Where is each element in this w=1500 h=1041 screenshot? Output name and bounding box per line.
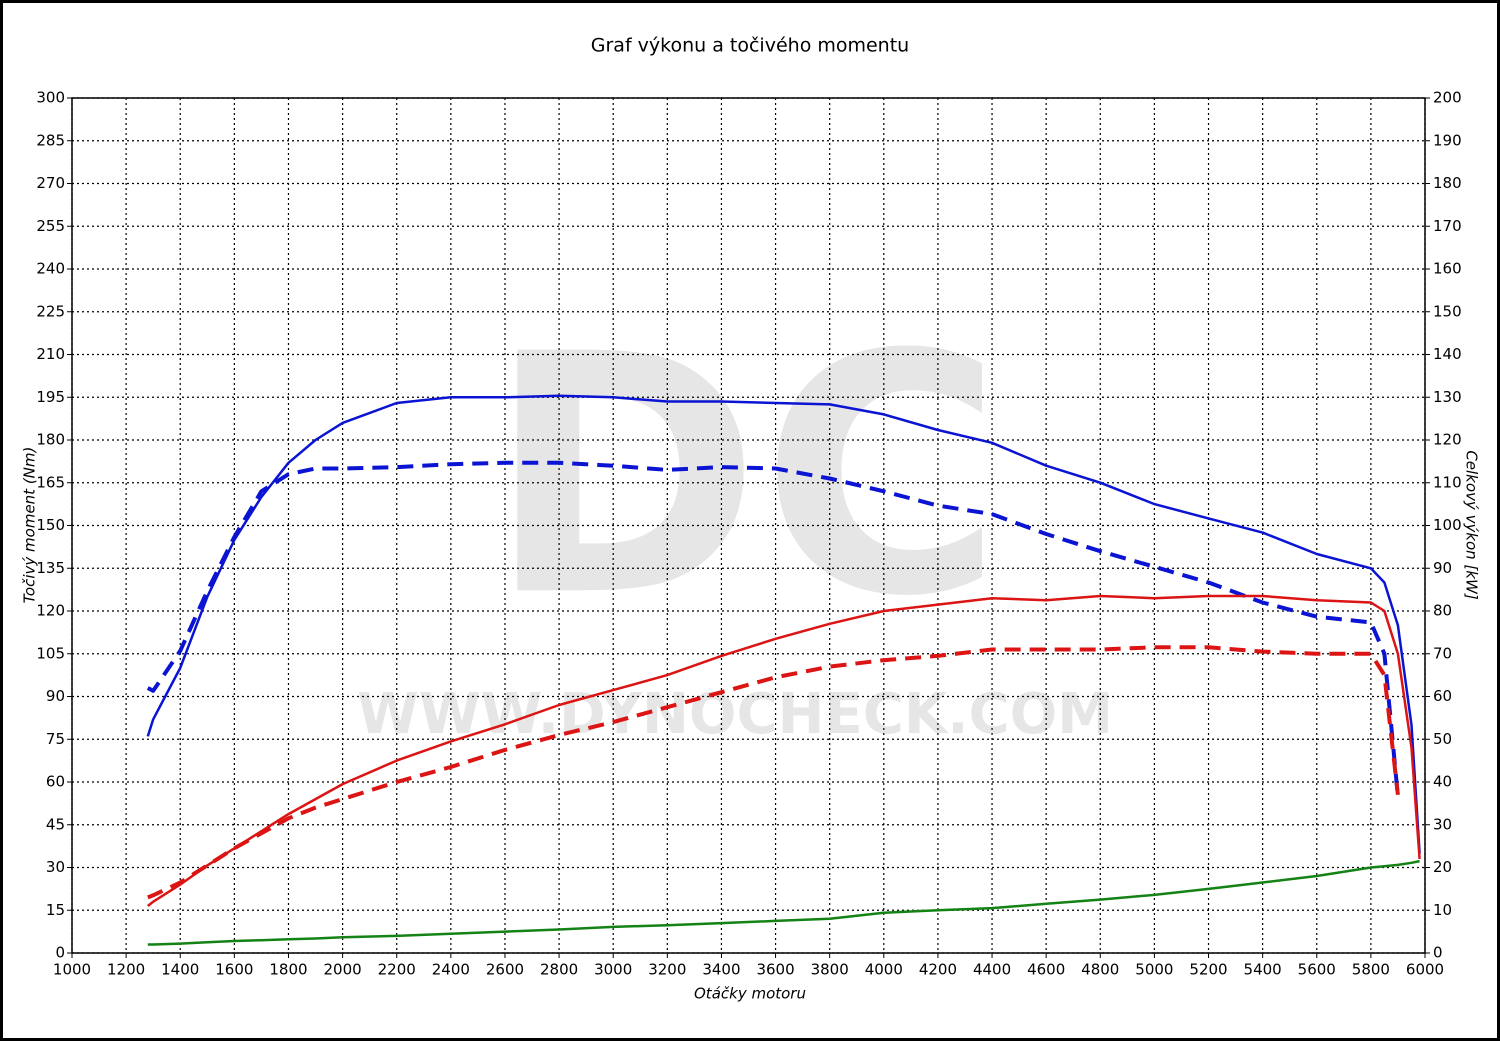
x-tick-label: 3200 [648, 961, 686, 979]
y-tick-label: 75 [46, 730, 65, 748]
x-tick-label: 5800 [1352, 961, 1390, 979]
x-tick-label: 1800 [269, 961, 307, 979]
x-tick-label: 3400 [702, 961, 740, 979]
y-tick-label: 135 [36, 559, 65, 577]
y-tick-label: 120 [36, 602, 65, 620]
x-tick-label: 4800 [1081, 961, 1119, 979]
x-tick-label: 5400 [1244, 961, 1282, 979]
x-tick-label: 4200 [919, 961, 957, 979]
y-tick-label: 90 [46, 687, 65, 705]
x-tick-label: 4600 [1027, 961, 1065, 979]
x-tick-label: 1600 [215, 961, 253, 979]
x-tick-label: 1000 [53, 961, 91, 979]
y2-axis-label: Celkový výkon [kW] [1463, 450, 1481, 600]
y2-tick-label: 100 [1433, 516, 1462, 534]
chart-title: Graf výkonu a točivého momentu [591, 35, 909, 57]
x-tick-label: 5000 [1135, 961, 1173, 979]
x-tick-label: 2800 [540, 961, 578, 979]
y-tick-label: 195 [36, 388, 65, 406]
y-tick-label: 15 [46, 901, 65, 919]
x-tick-label: 3800 [811, 961, 849, 979]
y2-tick-label: 120 [1433, 431, 1462, 449]
y-tick-label: 255 [36, 217, 65, 235]
y2-tick-label: 180 [1433, 174, 1462, 192]
y2-tick-label: 10 [1433, 901, 1452, 919]
x-tick-label: 2400 [432, 961, 470, 979]
x-tick-label: 2600 [486, 961, 524, 979]
x-tick-label: 3000 [594, 961, 632, 979]
y-tick-label: 285 [36, 131, 65, 149]
x-tick-label: 2000 [324, 961, 362, 979]
y2-tick-label: 0 [1433, 944, 1443, 962]
y-axis-label: Točivý moment (Nm) [21, 447, 39, 604]
x-tick-label: 5600 [1298, 961, 1336, 979]
y2-tick-label: 60 [1433, 687, 1452, 705]
series-line [146, 460, 1400, 797]
y2-tick-label: 20 [1433, 858, 1452, 876]
y-tick-label: 240 [36, 260, 65, 278]
y-tick-label: 270 [36, 174, 65, 192]
series-line [147, 859, 1420, 946]
y-tick-label: 105 [36, 644, 65, 662]
y2-tick-label: 110 [1433, 473, 1462, 491]
x-tick-label: 6000 [1406, 961, 1444, 979]
y2-tick-label: 140 [1433, 345, 1462, 363]
y2-tick-label: 90 [1433, 559, 1452, 577]
y-tick-label: 225 [36, 302, 65, 320]
watermark: DC WWW.DYNOCHECK.COM [357, 284, 1113, 747]
y-tick-label: 30 [46, 858, 65, 876]
y2-tick-label: 130 [1433, 388, 1462, 406]
y2-tick-label: 40 [1433, 773, 1452, 791]
y-tick-label: 165 [36, 473, 65, 491]
plot-border [71, 97, 1426, 954]
y2-tick-label: 160 [1433, 260, 1462, 278]
y2-tick-label: 200 [1433, 89, 1462, 107]
y2-tick-label: 50 [1433, 730, 1452, 748]
watermark-logo: DC [487, 284, 1003, 668]
series-line [147, 645, 1400, 900]
y2-tick-label: 170 [1433, 217, 1462, 235]
y-tick-label: 60 [46, 773, 65, 791]
y-tick-label: 0 [55, 944, 65, 962]
x-tick-label: 4400 [973, 961, 1011, 979]
y2-tick-label: 190 [1433, 131, 1462, 149]
x-tick-label: 2200 [378, 961, 416, 979]
x-tick-label: 4000 [865, 961, 903, 979]
y2-tick-label: 70 [1433, 644, 1452, 662]
y-tick-label: 45 [46, 815, 65, 833]
y2-tick-label: 30 [1433, 815, 1452, 833]
y2-tick-label: 80 [1433, 602, 1452, 620]
y2-tick-label: 150 [1433, 302, 1462, 320]
series-line [146, 394, 1421, 854]
y-tick-label: 210 [36, 345, 65, 363]
x-tick-label: 1400 [161, 961, 199, 979]
x-tick-label: 5200 [1189, 961, 1227, 979]
y-tick-label: 180 [36, 431, 65, 449]
y-tick-label: 300 [36, 89, 65, 107]
x-tick-label: 1200 [107, 961, 145, 979]
y-tick-label: 150 [36, 516, 65, 534]
x-axis-label: Otáčky motoru [694, 985, 806, 1003]
x-tick-label: 3600 [756, 961, 794, 979]
series-line [147, 594, 1421, 907]
watermark-url: WWW.DYNOCHECK.COM [357, 682, 1113, 747]
